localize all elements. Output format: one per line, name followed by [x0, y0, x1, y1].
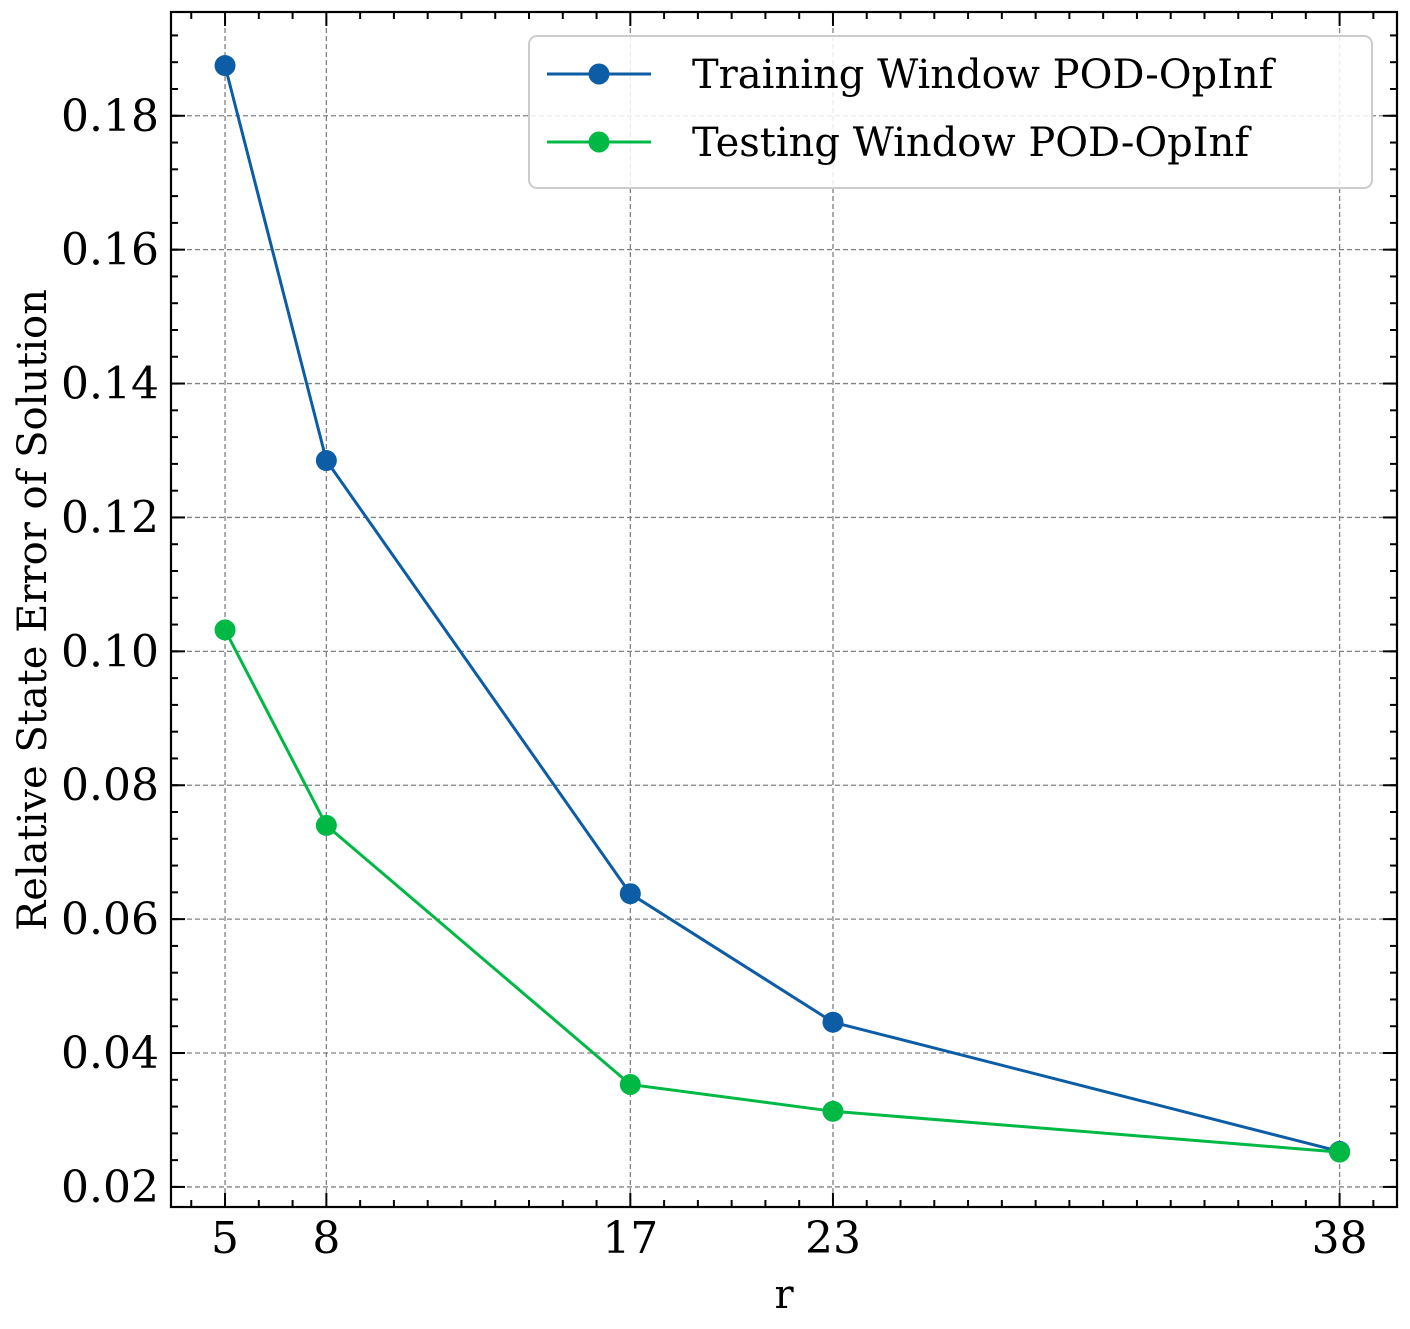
legend-label: Training Window POD-OpInf	[692, 52, 1277, 98]
y-tick-label: 0.02	[61, 1162, 159, 1213]
data-point	[315, 814, 337, 836]
y-tick-label: 0.04	[61, 1028, 159, 1079]
minor-ticks	[171, 12, 1397, 1207]
data-point	[214, 55, 236, 77]
y-tick-label: 0.14	[61, 359, 159, 410]
grid-lines	[171, 12, 1397, 1207]
x-axis-title: r	[774, 1272, 794, 1318]
legend: Training Window POD-OpInf Testing Window …	[528, 35, 1373, 189]
data-point	[822, 1100, 844, 1122]
series-line	[223, 65, 1340, 1153]
legend-label: Testing Window POD-OpInf	[692, 120, 1252, 166]
y-tick-label: 0.18	[61, 91, 159, 142]
x-tick-label: 8	[312, 1213, 340, 1264]
x-tick-label: 38	[1312, 1213, 1368, 1264]
data-point	[315, 450, 337, 472]
data-point	[822, 1011, 844, 1033]
legend-marker	[588, 63, 610, 85]
data-point	[619, 1073, 641, 1095]
y-tick-label: 0.16	[61, 225, 159, 276]
series-testing	[214, 619, 1351, 1163]
x-tick-label: 17	[602, 1213, 658, 1264]
series-line	[223, 629, 1340, 1154]
y-tick-label: 0.10	[61, 626, 159, 677]
series-layer	[214, 55, 1351, 1163]
data-point	[619, 883, 641, 905]
x-tick-label: 23	[805, 1213, 861, 1264]
x-tick-label: 5	[211, 1213, 239, 1264]
data-point	[214, 619, 236, 641]
y-tick-labels: 0.02 0.04 0.06 0.08 0.10 0.12 0.14 0.16 0.18	[61, 91, 159, 1213]
y-tick-label: 0.08	[61, 760, 159, 811]
data-point	[1329, 1141, 1351, 1163]
y-axis-title: Relative State Error of Solution	[10, 289, 56, 931]
plot-frame	[169, 10, 1399, 1209]
x-tick-labels: 5 8 17 23 38	[211, 1213, 1368, 1264]
series-training	[214, 55, 1351, 1162]
y-tick-label: 0.06	[61, 894, 159, 945]
major-ticks	[171, 12, 1397, 1207]
y-tick-label: 0.12	[61, 492, 159, 543]
legend-marker	[588, 131, 610, 153]
legend-box	[528, 35, 1373, 189]
